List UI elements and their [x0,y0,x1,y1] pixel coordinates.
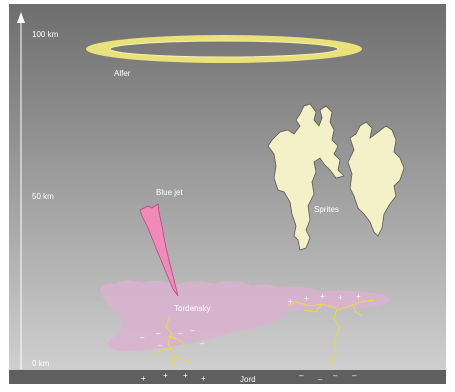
sprite-left [267,103,345,251]
ground-negative-charge: – [352,371,357,380]
tick-label-0km: 0 km [32,359,50,368]
ground-label: Jord [240,375,256,384]
elves: Alfer [86,35,362,78]
lightning-branch-right-1 [337,299,375,311]
blue-jet: Blue jet [139,188,183,297]
ground-negative-charge: – [318,375,323,384]
thundercloud-shape [99,280,390,351]
blue-jet-label: Blue jet [156,188,183,197]
lightning-branch-right-2 [287,301,337,309]
blue-jet-shape [139,203,179,297]
ground-strip [9,370,446,384]
altitude-axis: 100 km 50 km 0 km [17,12,59,369]
lightning-branch-left-3 [173,355,193,367]
ground-positive-charge: + [201,374,206,383]
cloud-negative-charge: – [140,333,145,342]
ground-negative-charge: – [299,371,304,380]
elves-label: Alfer [114,69,131,78]
lightning-branch-right-3 [303,303,323,313]
cloud-to-ground-lightning-right [329,305,341,371]
ground-positive-charge: + [141,374,146,383]
thundercloud: Tordensky [99,280,390,351]
ground-negative-charge: – [333,371,338,380]
cloud-positive-charge: + [338,293,343,302]
lightning [155,299,375,371]
tick-label-50km: 50 km [32,192,54,201]
ground-charges: + + + + – – – – Jord [141,371,357,384]
cloud-negative-charge: – [190,326,195,335]
tick-label-100km: 100 km [32,30,59,39]
cloud-negative-charge: – [158,341,163,350]
cloud-negative-charge: – [200,339,205,348]
cloud-to-ground-lightning-left [165,315,177,371]
sprites: Sprites [267,103,405,251]
cloud-positive-charge: + [356,292,361,301]
elves-ring [86,35,362,63]
altitude-axis-arrow [17,12,25,23]
ground-positive-charge: + [183,371,188,380]
cloud-negative-charge: – [178,329,183,338]
cloud-charges: + + + + + – – – – – – [140,292,361,350]
cloud-positive-charge: + [320,292,325,301]
cloud-negative-charge: – [156,329,161,338]
thundercloud-label: Tordensky [174,304,210,313]
ground-positive-charge: + [163,371,168,380]
lightning-branch-left-2 [155,347,173,357]
cloud-positive-charge: + [304,294,309,303]
sprites-label: Sprites [314,205,339,214]
elves-ring-inner-glow [109,40,339,58]
sprite-right [347,121,405,237]
lightning-branch-right-4 [351,303,363,317]
cloud-positive-charge: + [288,297,293,306]
lightning-branch-left-1 [167,335,187,347]
